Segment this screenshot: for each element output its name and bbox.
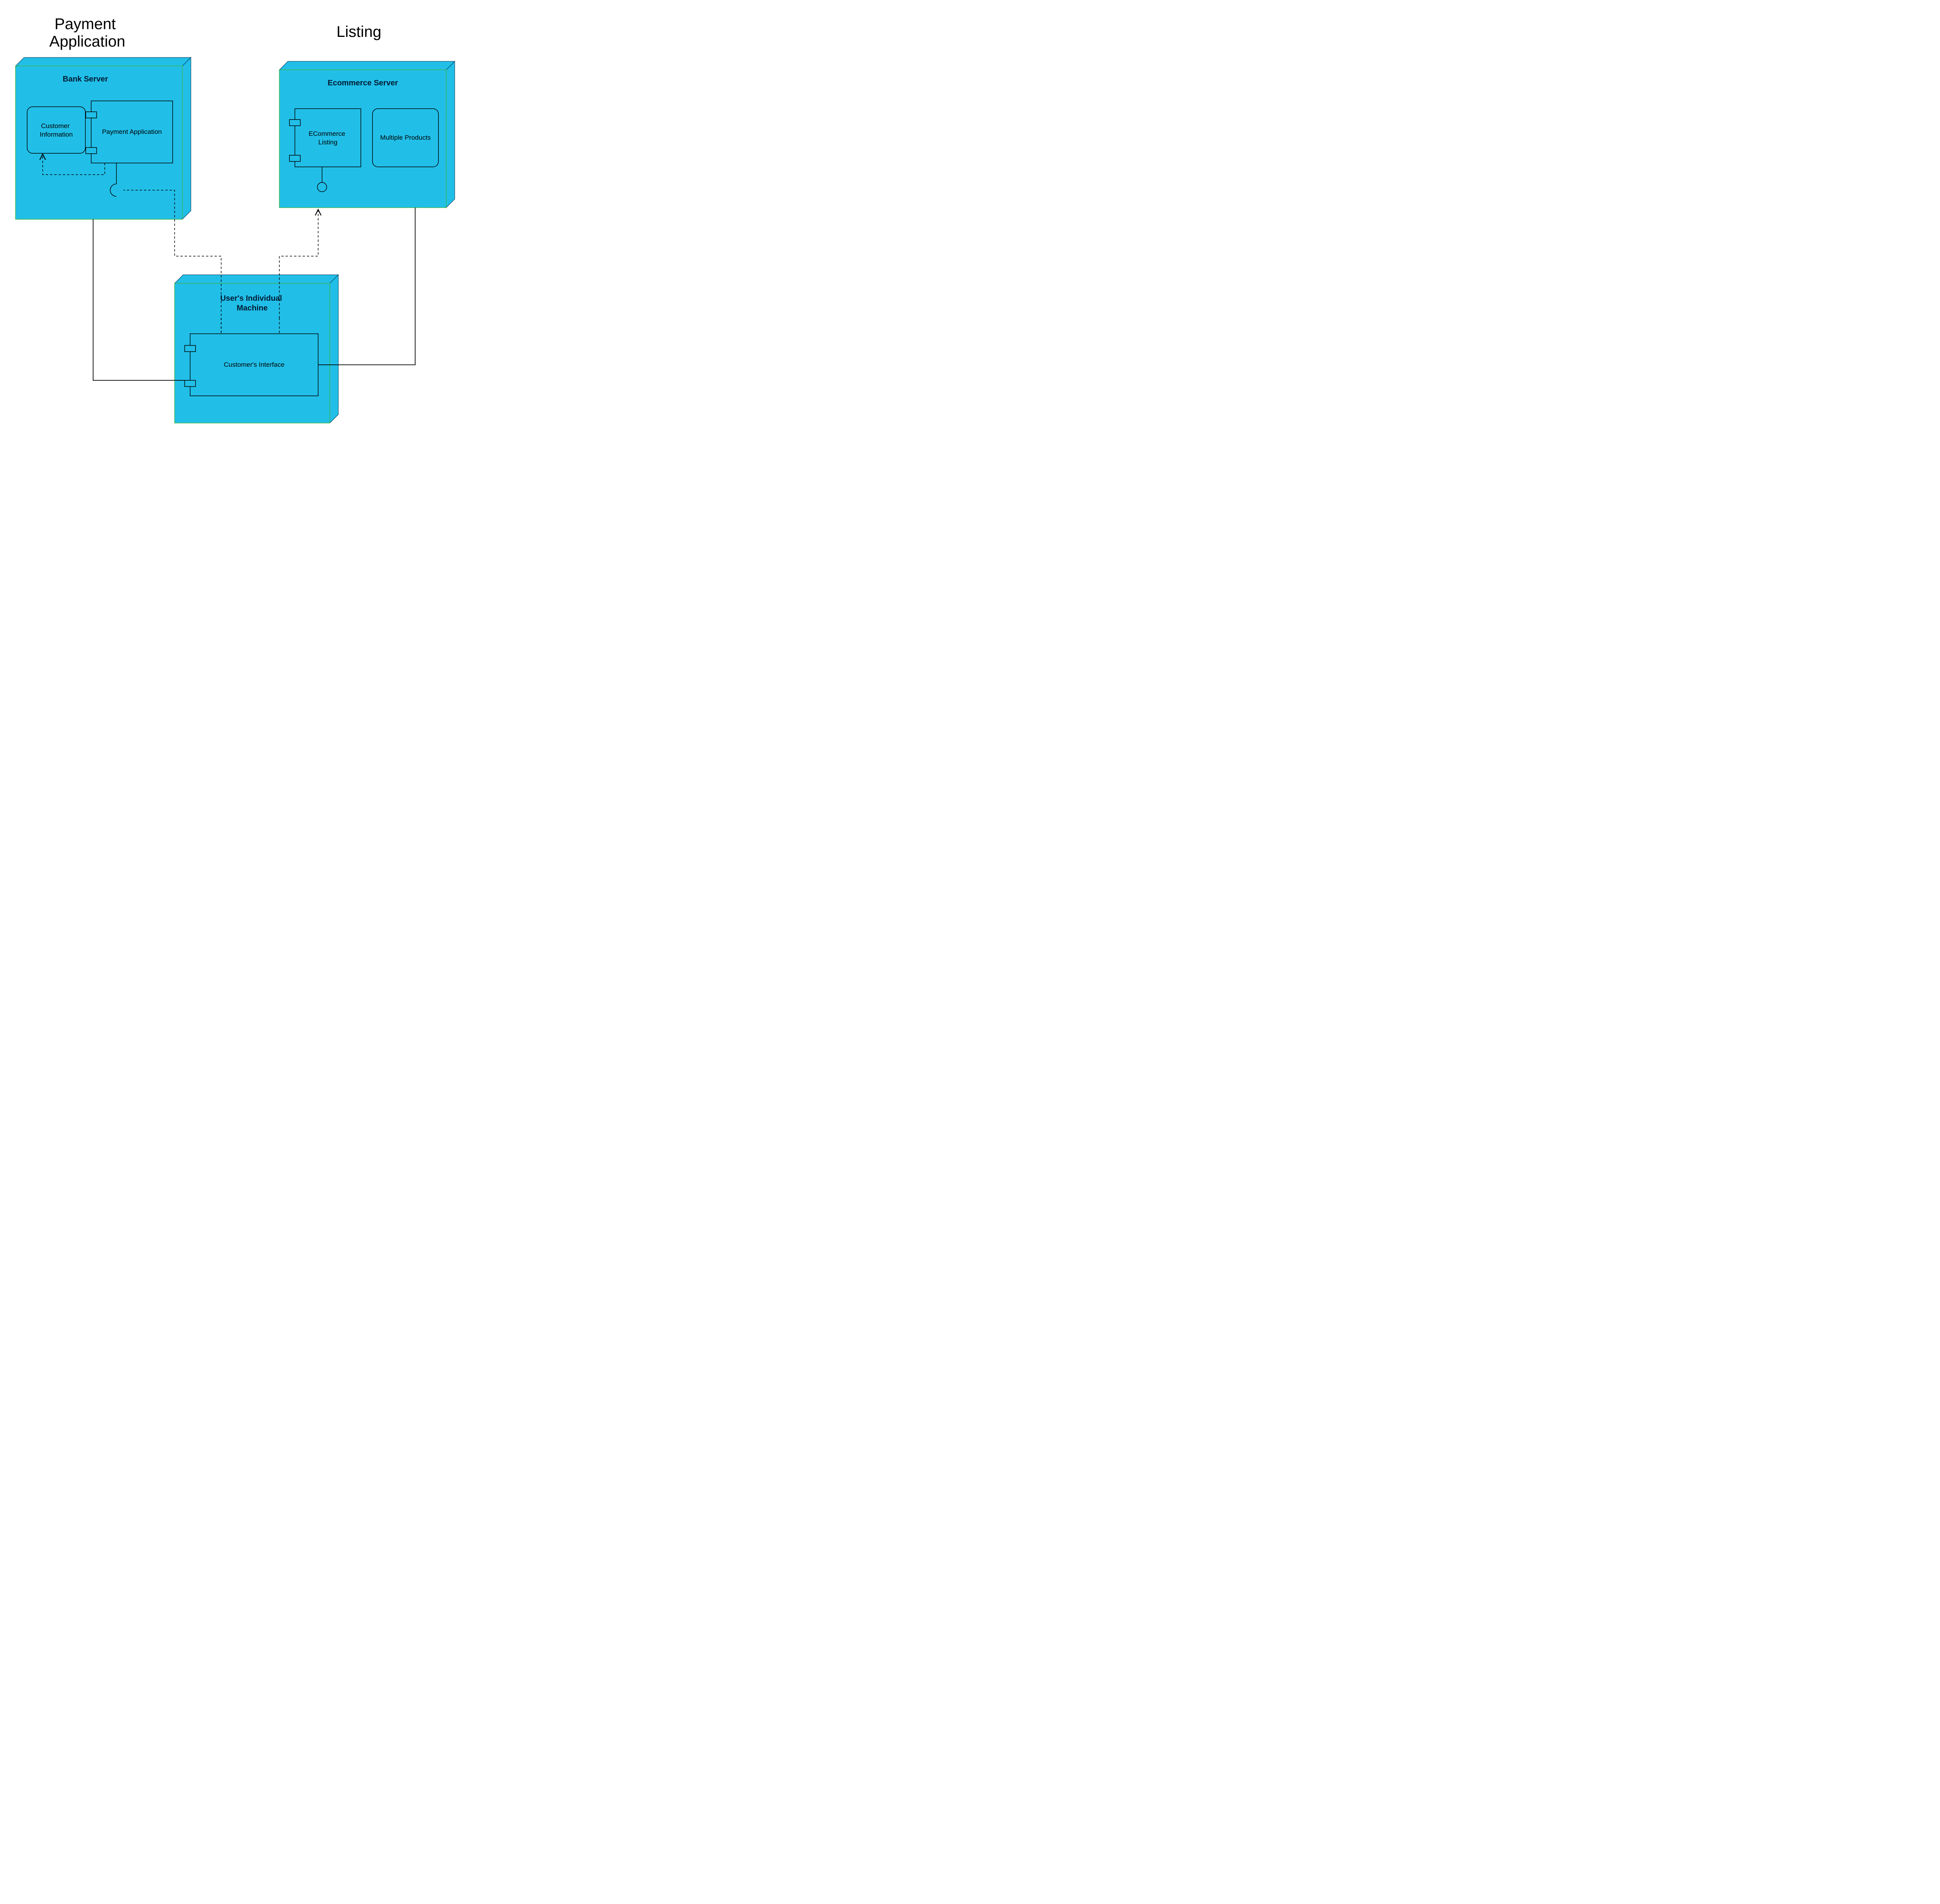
multiple-products-label: Multiple Products [380, 134, 431, 141]
tab-icon [86, 112, 97, 118]
solid-connector-bank-to-user [93, 219, 185, 380]
deployment-diagram: Payment Application Listing Bank Server … [0, 0, 466, 450]
tab-icon [289, 120, 300, 126]
ecommerce-server-title: Ecommerce Server [327, 79, 398, 87]
title-payment-application: Payment Application [49, 16, 125, 50]
node-user-machine: User's Individual Machine Customer's Int… [175, 275, 338, 423]
payment-application-label: Payment Application [102, 128, 162, 135]
title-listing: Listing [336, 23, 381, 40]
tab-icon [86, 147, 97, 154]
node-bank-server: Bank Server Customer Information Payment… [16, 57, 191, 219]
tab-icon [185, 345, 196, 352]
customers-interface-label: Customer's Interface [224, 361, 284, 368]
tab-icon [289, 155, 300, 161]
node-ecommerce-server: Ecommerce Server ECommerce Listing Multi… [279, 61, 455, 208]
bank-server-title: Bank Server [63, 75, 108, 83]
tab-icon [185, 380, 196, 387]
